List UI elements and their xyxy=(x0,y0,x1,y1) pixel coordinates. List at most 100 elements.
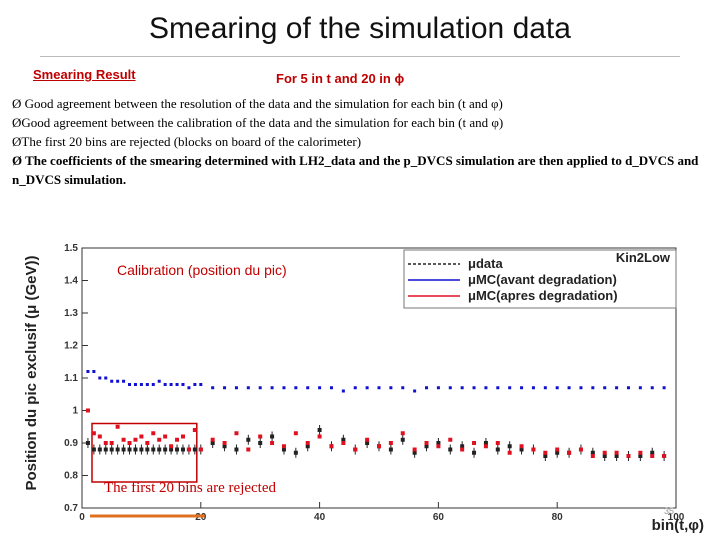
mc-after-point xyxy=(198,447,203,452)
data-point xyxy=(234,447,239,452)
data-point xyxy=(192,447,197,452)
mc-after-point xyxy=(436,444,441,449)
page-number: 35 xyxy=(664,506,675,516)
mc-before-point xyxy=(520,386,524,390)
data-point xyxy=(602,454,607,458)
data-point xyxy=(163,447,168,452)
mc-before-point xyxy=(626,386,630,390)
data-point xyxy=(222,444,227,449)
mc-after-point xyxy=(388,441,393,445)
mc-after-point xyxy=(246,447,251,452)
mc-after-point xyxy=(424,441,429,445)
mc-after-point xyxy=(210,437,215,442)
data-point xyxy=(139,447,144,452)
mc-after-point xyxy=(400,431,405,436)
mc-before-point xyxy=(92,370,96,373)
mc-before-point xyxy=(579,386,583,390)
data-point xyxy=(169,447,174,452)
data-point xyxy=(293,450,298,455)
mc-after-point xyxy=(293,431,298,436)
mc-after-point xyxy=(495,441,500,445)
mc-after-point xyxy=(234,431,239,436)
mc-before-point xyxy=(377,386,381,390)
mc-after-point xyxy=(222,441,227,445)
data-point xyxy=(483,441,488,445)
data-point xyxy=(519,447,524,452)
mc-after-point xyxy=(341,441,346,445)
data-point xyxy=(650,450,655,455)
x-tick-label: 80 xyxy=(552,512,564,523)
mc-after-point xyxy=(121,437,126,442)
data-point xyxy=(127,447,132,452)
mc-before-point xyxy=(413,389,417,393)
smearing-result-heading: Smearing Result xyxy=(33,67,136,82)
y-axis-label: Position du pic exclusif (μ (GeV)) xyxy=(23,255,40,490)
bullet-text: Good agreement between the calibration o… xyxy=(21,115,504,130)
mc-before-point xyxy=(104,376,108,380)
mc-before-point xyxy=(638,386,642,390)
data-point xyxy=(121,447,126,452)
data-point xyxy=(412,450,417,455)
mc-after-point xyxy=(448,437,453,442)
data-point xyxy=(638,454,643,458)
mc-before-point xyxy=(436,386,440,390)
mc-after-point xyxy=(151,431,156,436)
binning-note: For 5 in t and 20 in ϕ xyxy=(276,71,405,86)
mc-after-point xyxy=(186,447,191,452)
mc-after-point xyxy=(169,444,174,449)
mc-before-point xyxy=(193,383,197,386)
data-point xyxy=(109,447,114,452)
mc-after-point xyxy=(270,441,275,445)
rejected-bins-note: The first 20 bins are rejected xyxy=(104,480,277,496)
y-tick-label: 1.3 xyxy=(64,308,78,319)
bullet-text: The first 20 bins are rejected (blocks o… xyxy=(21,134,362,149)
mc-after-point xyxy=(258,434,263,439)
y-axis-label-text: Position du pic exclusif (μ (GeV)) xyxy=(23,255,40,490)
mc-after-point xyxy=(377,444,381,449)
mc-after-point xyxy=(638,450,643,455)
mc-after-point xyxy=(543,450,548,455)
chart-title: Calibration (position du pic) xyxy=(117,262,287,278)
data-point xyxy=(151,447,156,452)
mc-after-point xyxy=(133,437,138,442)
mc-before-point xyxy=(246,386,250,390)
mc-before-point xyxy=(484,386,488,390)
mc-before-point xyxy=(98,376,102,380)
x-tick-label: 0 xyxy=(79,512,85,523)
mc-after-point xyxy=(590,454,595,458)
mc-before-point xyxy=(86,370,90,373)
y-tick-label: 0.7 xyxy=(64,503,78,514)
y-tick-label: 1.1 xyxy=(64,373,78,384)
mc-before-point xyxy=(139,383,143,386)
mc-after-point xyxy=(567,450,572,455)
mc-after-point xyxy=(91,431,96,436)
mc-after-point xyxy=(317,434,322,439)
data-point xyxy=(103,447,108,452)
mc-after-point xyxy=(329,444,334,449)
mc-before-point xyxy=(234,386,238,390)
data-point xyxy=(258,441,263,445)
mc-before-point xyxy=(329,386,333,390)
data-point xyxy=(341,437,346,442)
mc-before-point xyxy=(318,386,322,390)
mc-before-point xyxy=(591,386,595,390)
y-tick-label: 0.8 xyxy=(64,471,78,482)
bullet-text: Good agreement between the resolution of… xyxy=(24,96,503,111)
data-point xyxy=(436,441,441,445)
mc-before-point xyxy=(270,386,274,390)
data-point xyxy=(507,444,512,449)
data-point xyxy=(614,454,619,458)
legend-title: Kin2Low xyxy=(616,250,671,265)
mc-after-point xyxy=(305,441,310,445)
title-divider xyxy=(40,56,680,57)
mc-after-point xyxy=(281,444,286,449)
bullet-item: Ø The coefficients of the smearing deter… xyxy=(12,151,712,189)
data-point xyxy=(210,441,215,445)
mc-after-point xyxy=(115,424,120,429)
bullet-arrow-icon: Ø xyxy=(12,153,23,168)
mc-after-point xyxy=(180,434,185,439)
mc-after-point xyxy=(626,454,631,458)
data-point xyxy=(270,434,275,439)
mc-after-point xyxy=(472,441,477,445)
mc-after-point xyxy=(578,447,583,452)
